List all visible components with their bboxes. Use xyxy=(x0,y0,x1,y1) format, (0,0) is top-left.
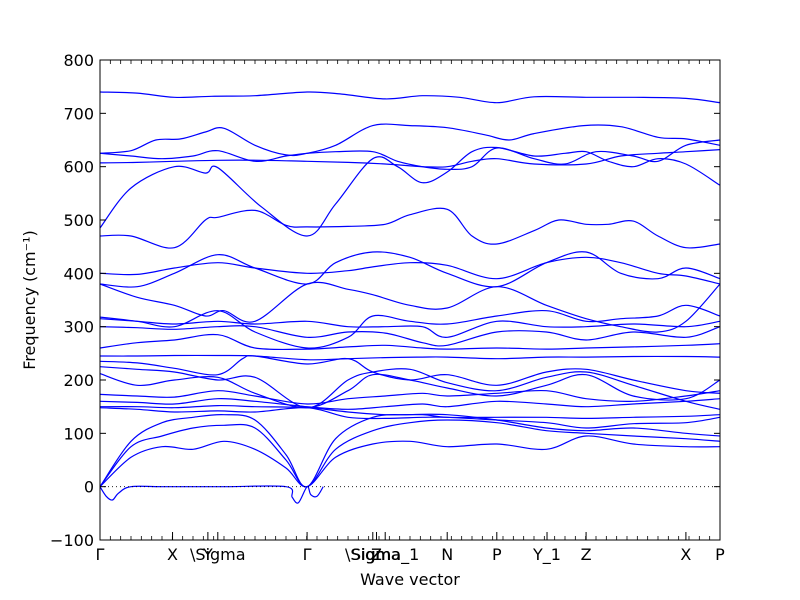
band-line-12 xyxy=(99,325,721,347)
y-tick-label: 500 xyxy=(63,211,94,230)
y-tick-label: 400 xyxy=(63,264,94,283)
x-tick-label: X xyxy=(680,545,691,564)
x-tick-label: \Sigma xyxy=(345,545,401,564)
y-axis-title: Frequency (cm⁻¹) xyxy=(20,230,39,369)
y-tick-label: 800 xyxy=(63,51,94,70)
band-line-25 xyxy=(99,485,324,504)
band-line-15 xyxy=(99,355,721,394)
x-tick-label: \Sigma xyxy=(190,545,246,564)
x-tick-label: Y xyxy=(202,545,213,564)
plot-frame xyxy=(99,59,721,541)
x-tick-label: Sigma_1 xyxy=(351,545,419,565)
y-tick-label: 100 xyxy=(63,424,94,443)
x-axis-title: Wave vector xyxy=(360,570,460,589)
y-tick-label: 200 xyxy=(63,371,94,390)
y-tick-label: 700 xyxy=(63,104,94,123)
x-tick-label: Y_1 xyxy=(532,545,561,565)
x-tick-label: Z xyxy=(581,545,592,564)
x-tick-label: Z xyxy=(371,545,382,564)
band-line-2 xyxy=(99,123,721,157)
band-line-17 xyxy=(99,373,721,409)
x-tick-label: Γ xyxy=(96,545,105,564)
y-tick-label: −100 xyxy=(50,531,94,550)
band-line-24 xyxy=(99,435,721,488)
band-line-9 xyxy=(99,281,721,333)
band-line-4 xyxy=(99,149,721,168)
y-axis: −100 0 100 200 300 400 500 600 700 800 xyxy=(50,51,720,550)
band-line-3 xyxy=(99,139,721,171)
y-tick-label: 300 xyxy=(63,318,94,337)
y-tick-label: 600 xyxy=(63,158,94,177)
band-line-5 xyxy=(99,146,721,237)
band-line-23 xyxy=(99,419,721,488)
band-line-10 xyxy=(99,304,721,349)
band-line-21 xyxy=(99,407,721,429)
x-tick-label: Γ xyxy=(303,545,312,564)
x-tick-label: N xyxy=(441,545,453,564)
plot-lines xyxy=(99,91,721,504)
x-tick-label: P xyxy=(715,545,725,564)
band-line-8 xyxy=(99,251,721,288)
band-line-18 xyxy=(99,389,721,405)
band-line-13 xyxy=(99,333,721,351)
x-tick-label: X xyxy=(167,545,178,564)
band-line-16 xyxy=(99,366,721,410)
band-line-19 xyxy=(99,398,721,410)
band-line-6 xyxy=(99,207,721,249)
band-line-11 xyxy=(99,318,721,338)
band-line-22 xyxy=(99,413,721,488)
band-line-14 xyxy=(99,354,721,361)
x-tick-label: P xyxy=(492,545,502,564)
band-line-1 xyxy=(99,91,721,104)
band-line-7 xyxy=(99,256,721,285)
y-tick-label: 0 xyxy=(84,478,94,497)
